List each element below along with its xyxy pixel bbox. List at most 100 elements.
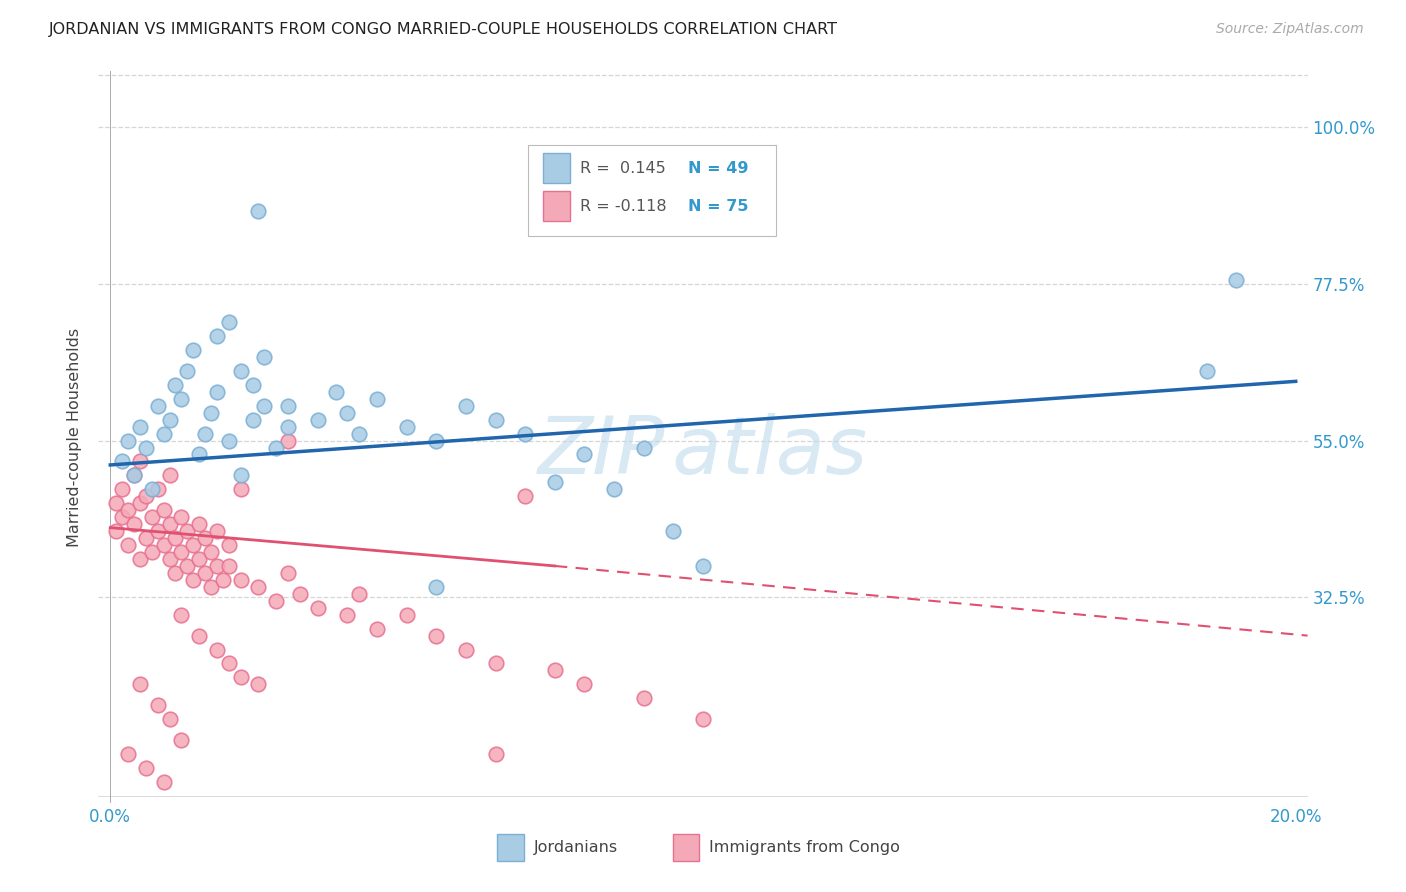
Point (200, 545, 222, 559)
Point (135, 531, 157, 545)
FancyBboxPatch shape (498, 833, 524, 862)
FancyBboxPatch shape (543, 153, 569, 183)
Point (366, 392, 388, 406)
Point (117, 538, 139, 552)
Point (170, 607, 193, 622)
Point (277, 434, 299, 448)
Point (1195, 364, 1218, 378)
Point (159, 517, 181, 532)
Point (264, 594, 287, 608)
Point (218, 657, 240, 671)
Point (1225, 273, 1247, 287)
Point (141, 545, 163, 559)
Point (188, 517, 211, 532)
FancyBboxPatch shape (672, 833, 699, 862)
Point (484, 412, 506, 426)
Point (152, 426, 174, 441)
Point (165, 531, 187, 545)
Point (181, 343, 204, 357)
Point (425, 580, 447, 594)
Point (129, 552, 152, 566)
FancyBboxPatch shape (527, 145, 776, 235)
Text: JORDANIAN VS IMMIGRANTS FROM CONGO MARRIED-COUPLE HOUSEHOLDS CORRELATION CHART: JORDANIAN VS IMMIGRANTS FROM CONGO MARRI… (49, 22, 838, 37)
Point (152, 538, 174, 552)
Point (159, 552, 181, 566)
Point (170, 545, 193, 559)
Point (205, 329, 228, 343)
Point (425, 434, 447, 448)
Point (603, 483, 626, 497)
Point (253, 399, 276, 413)
Point (117, 434, 139, 448)
Point (544, 475, 567, 490)
Text: N = 75: N = 75 (689, 199, 749, 214)
Text: R = -0.118: R = -0.118 (579, 199, 666, 214)
Point (135, 441, 157, 455)
Point (242, 412, 264, 426)
Point (218, 434, 240, 448)
Point (181, 538, 204, 552)
Point (277, 399, 299, 413)
Text: R =  0.145: R = 0.145 (579, 161, 665, 176)
Point (122, 468, 145, 483)
Point (122, 517, 145, 532)
Point (105, 496, 128, 510)
Point (218, 315, 240, 329)
Point (347, 587, 370, 601)
Point (277, 419, 299, 434)
Point (662, 524, 685, 538)
Point (146, 524, 169, 538)
Point (146, 483, 169, 497)
Point (146, 698, 169, 713)
Point (218, 538, 240, 552)
Point (229, 573, 252, 587)
Point (129, 677, 152, 691)
Point (253, 350, 276, 364)
Y-axis label: Married-couple Households: Married-couple Households (67, 327, 83, 547)
Point (141, 510, 163, 524)
Point (218, 558, 240, 573)
Point (188, 448, 211, 462)
Point (129, 496, 152, 510)
Point (229, 468, 252, 483)
Point (633, 441, 655, 455)
Point (135, 761, 157, 775)
Point (336, 406, 359, 420)
Point (159, 468, 181, 483)
Point (307, 600, 329, 615)
Point (135, 489, 157, 503)
Point (165, 377, 187, 392)
Point (288, 587, 311, 601)
Point (200, 580, 222, 594)
Point (111, 510, 134, 524)
Point (170, 392, 193, 406)
Point (347, 426, 370, 441)
Point (170, 733, 193, 747)
Text: N = 49: N = 49 (689, 161, 749, 176)
FancyBboxPatch shape (543, 191, 569, 221)
Point (574, 448, 596, 462)
Point (129, 419, 152, 434)
Point (129, 454, 152, 468)
Point (544, 664, 567, 678)
Point (247, 203, 270, 218)
Point (111, 483, 134, 497)
Point (307, 412, 329, 426)
Point (484, 747, 506, 761)
Point (229, 670, 252, 684)
Text: Immigrants from Congo: Immigrants from Congo (709, 840, 900, 855)
Point (692, 712, 714, 726)
Text: ZIP atlas: ZIP atlas (538, 413, 868, 491)
Point (194, 426, 217, 441)
Text: Jordanians: Jordanians (534, 840, 617, 855)
Point (336, 607, 359, 622)
Point (633, 691, 655, 706)
Point (176, 558, 198, 573)
Point (188, 629, 211, 643)
Point (176, 524, 198, 538)
Point (117, 503, 139, 517)
Point (277, 566, 299, 580)
Point (141, 483, 163, 497)
Point (264, 441, 287, 455)
Point (574, 677, 596, 691)
